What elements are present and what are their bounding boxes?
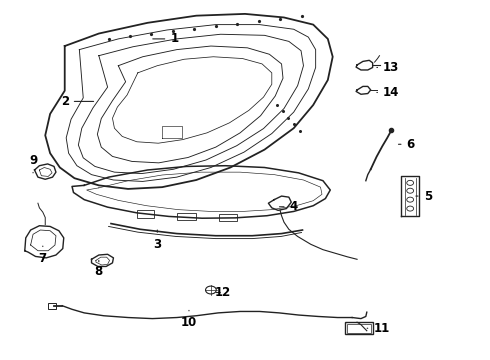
Bar [48, 303, 56, 309]
Text: 2: 2 [61, 95, 94, 108]
Bar [347, 324, 371, 333]
Bar [345, 322, 373, 334]
Bar [177, 213, 196, 220]
Text: 12: 12 [215, 286, 231, 299]
Text: 1: 1 [153, 32, 178, 45]
Text: 10: 10 [181, 310, 197, 329]
Text: 14: 14 [377, 86, 399, 99]
Text: 8: 8 [95, 260, 103, 278]
Text: 4: 4 [279, 200, 298, 213]
Bar [137, 210, 154, 217]
Text: 3: 3 [153, 230, 161, 251]
Text: 7: 7 [39, 246, 47, 265]
Text: 6: 6 [398, 138, 415, 151]
Bar [219, 213, 237, 221]
Text: 13: 13 [377, 61, 399, 74]
Text: 11: 11 [367, 322, 390, 335]
Text: 5: 5 [416, 190, 432, 203]
Text: 9: 9 [29, 154, 37, 173]
